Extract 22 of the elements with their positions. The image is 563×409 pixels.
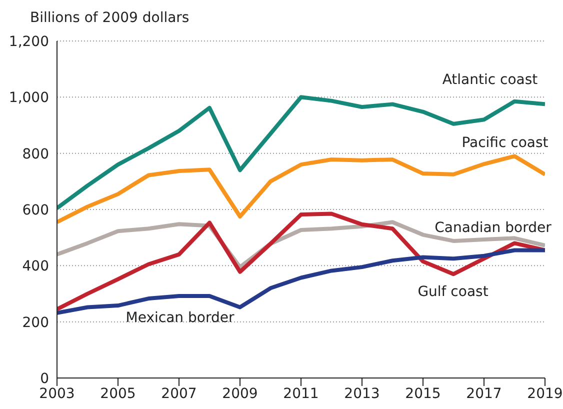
series-label: Atlantic coast — [442, 72, 538, 88]
series-label: Mexican border — [126, 310, 234, 326]
x-tick-label: 2007 — [161, 386, 197, 402]
series-label: Canadian border — [434, 220, 552, 236]
y-tick-label: 200 — [22, 314, 49, 331]
x-tick-label: 2005 — [100, 386, 136, 402]
y-axis-title: Billions of 2009 dollars — [30, 10, 190, 26]
x-tick-label: 2011 — [283, 386, 319, 402]
y-tick-label: 1,200 — [8, 34, 49, 50]
x-tick-label: 2015 — [405, 386, 441, 402]
y-tick-label: 1,000 — [8, 90, 49, 106]
x-tick-label: 2013 — [344, 386, 380, 402]
y-tick-label: 400 — [22, 258, 49, 275]
series-label: Gulf coast — [418, 284, 489, 300]
y-tick-label: 600 — [22, 202, 49, 218]
y-tick-label: 800 — [22, 146, 49, 162]
x-tick-label: 2003 — [39, 386, 75, 402]
x-tick-label: 2019 — [527, 386, 563, 402]
x-tick-label: 2017 — [466, 386, 502, 402]
y-tick-label: 0 — [40, 370, 49, 387]
series-label: Pacific coast — [462, 135, 549, 151]
x-tick-label: 2009 — [222, 386, 258, 402]
